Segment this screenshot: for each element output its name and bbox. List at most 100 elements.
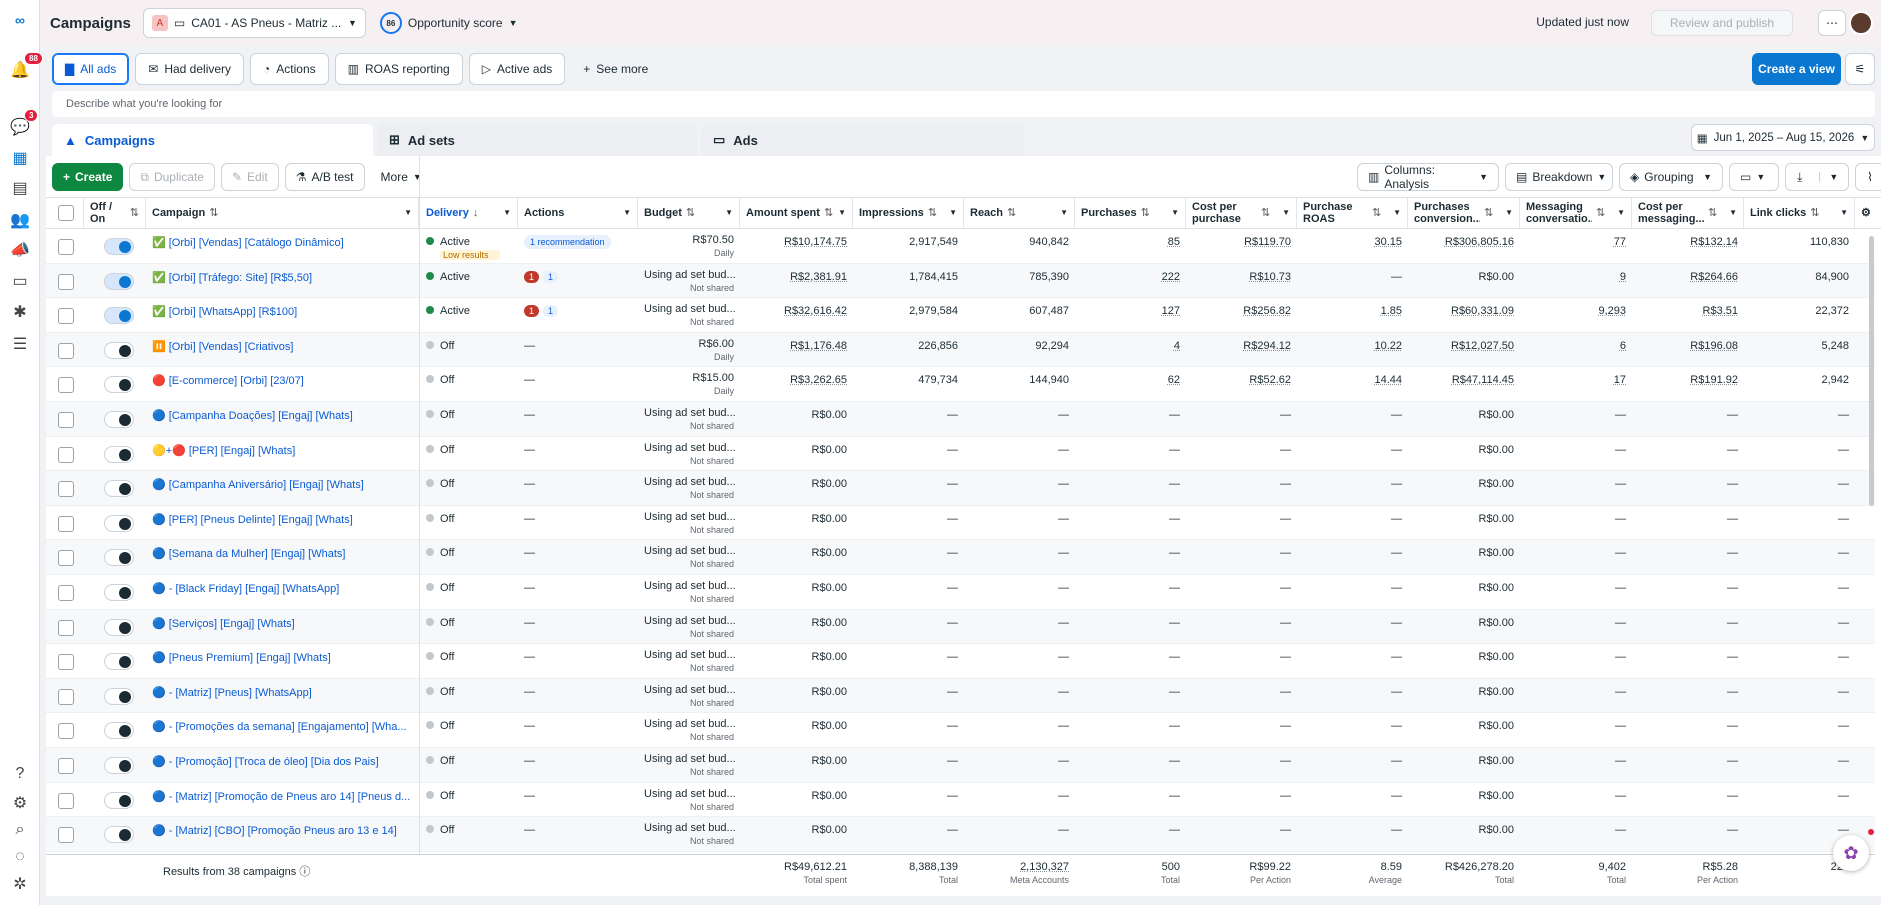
column-header-cpm[interactable]: Cost per messaging... ⇅ ▼ bbox=[1632, 197, 1744, 229]
row-checkbox[interactable] bbox=[58, 343, 74, 359]
campaign-name-link[interactable]: 🔵 [Serviços] [Engaj] [Whats] bbox=[146, 610, 419, 644]
sort-icon[interactable]: ⇅ bbox=[1484, 207, 1493, 219]
column-header-pconv[interactable]: Purchases conversion... ⇅ ▼ bbox=[1408, 197, 1520, 229]
search-icon[interactable]: ⌕ bbox=[8, 818, 32, 842]
row-checkbox[interactable] bbox=[58, 723, 74, 739]
recommendation-badge[interactable]: 1 recommendation bbox=[524, 235, 611, 249]
pages-icon[interactable]: ▤ bbox=[8, 176, 32, 200]
row-checkbox[interactable] bbox=[58, 447, 74, 463]
column-settings[interactable]: ⚙ bbox=[1855, 197, 1881, 229]
campaign-name-link[interactable]: 🔵 - [Matriz] [CBO] [Promoção Pneus aro 1… bbox=[146, 817, 419, 851]
row-checkbox[interactable] bbox=[58, 620, 74, 636]
column-header-delivery[interactable]: Delivery ↓ ▼ bbox=[420, 197, 518, 229]
menu-icon[interactable]: ☰ bbox=[8, 332, 32, 356]
assistant-button[interactable]: ✿ bbox=[1833, 835, 1869, 871]
view-actions[interactable]: ◔ Actions bbox=[250, 53, 329, 85]
column-menu-icon[interactable]: ▼ bbox=[1505, 207, 1513, 219]
sort-icon[interactable]: ⇅ bbox=[1261, 207, 1270, 219]
feedback-icon[interactable]: ◌ bbox=[8, 845, 32, 869]
sort-icon[interactable]: ⇅ bbox=[686, 207, 695, 219]
campaign-name-link[interactable]: 🔵 [Semana da Mulher] [Engaj] [Whats] bbox=[146, 540, 419, 574]
column-menu-icon[interactable]: ▼ bbox=[1171, 207, 1179, 219]
row-checkbox[interactable] bbox=[58, 827, 74, 843]
column-menu-icon[interactable]: ▼ bbox=[1729, 207, 1737, 219]
settings-icon[interactable]: ⚙ bbox=[8, 791, 32, 815]
column-header-campaign[interactable]: Campaign ⇅ ▼ bbox=[146, 197, 419, 229]
campaign-name-link[interactable]: 🔵 [Pneus Premium] [Engaj] [Whats] bbox=[146, 644, 419, 678]
sort-icon[interactable]: ⇅ bbox=[1372, 207, 1381, 219]
filter-settings-button[interactable]: ⚟ bbox=[1845, 53, 1875, 85]
column-menu-icon[interactable]: ▼ bbox=[725, 207, 733, 219]
opportunity-score[interactable]: 86 Opportunity score ▼ bbox=[380, 12, 518, 34]
campaign-name-link[interactable]: 🔵 [Campanha Aniversário] [Engaj] [Whats] bbox=[146, 471, 419, 505]
sort-icon[interactable]: ⇅ bbox=[928, 207, 937, 219]
table-icon[interactable]: ▦ bbox=[8, 146, 32, 170]
campaign-name-link[interactable]: ✅ [Orbi] [Vendas] [Catálogo Dinâmico] bbox=[146, 229, 419, 263]
row-checkbox[interactable] bbox=[58, 689, 74, 705]
campaign-toggle[interactable] bbox=[104, 480, 134, 497]
campaign-name-link[interactable]: ✅ [Orbi] [WhatsApp] [R$100] bbox=[146, 298, 419, 332]
columns-button[interactable]: ▥ Columns: Analysis ▼ bbox=[1357, 163, 1499, 191]
billing-icon[interactable]: ▭ bbox=[8, 269, 32, 293]
account-selector[interactable]: A ▭ CA01 - AS Pneus - Matriz ... ▼ bbox=[143, 8, 366, 38]
chat-icon[interactable]: 💬 3 bbox=[8, 115, 32, 139]
error-badge[interactable]: 1 bbox=[524, 271, 539, 283]
tab-ads[interactable]: ▭ Ads bbox=[701, 124, 1024, 156]
sort-icon[interactable]: ⇅ bbox=[824, 207, 833, 219]
export-button[interactable]: ⤓ ▼ bbox=[1785, 163, 1849, 191]
search-input[interactable]: Describe what you're looking for bbox=[52, 91, 1875, 117]
view-all-ads[interactable]: ▇ All ads bbox=[52, 53, 129, 85]
campaign-toggle[interactable] bbox=[104, 549, 134, 566]
select-all-checkbox[interactable] bbox=[58, 205, 74, 221]
column-header-budget[interactable]: Budget ⇅ ▼ bbox=[638, 197, 740, 229]
row-checkbox[interactable] bbox=[58, 481, 74, 497]
more-actions-button[interactable]: More ▼ bbox=[371, 163, 432, 191]
sort-icon[interactable]: ⇅ bbox=[1141, 207, 1150, 219]
column-header-impr[interactable]: Impressions ⇅ ▼ bbox=[853, 197, 964, 229]
view-active-ads[interactable]: ▷ Active ads bbox=[469, 53, 566, 85]
column-menu-icon[interactable]: ▼ bbox=[838, 207, 846, 219]
info-badge[interactable]: 1 bbox=[543, 305, 558, 317]
row-checkbox[interactable] bbox=[58, 377, 74, 393]
campaign-toggle[interactable] bbox=[104, 273, 134, 290]
tab-ad-sets[interactable]: ⊞ Ad sets bbox=[377, 124, 697, 156]
campaign-name-link[interactable]: 🔵 - [Matriz] [Pneus] [WhatsApp] bbox=[146, 679, 419, 713]
column-menu-icon[interactable]: ▼ bbox=[404, 207, 412, 219]
view-roas-reporting[interactable]: ▥ ROAS reporting bbox=[335, 53, 463, 85]
sort-icon[interactable]: ↓ bbox=[473, 207, 479, 219]
column-header-msg[interactable]: Messaging conversatio... ⇅ ▼ bbox=[1520, 197, 1632, 229]
row-checkbox[interactable] bbox=[58, 654, 74, 670]
duplicate-button[interactable]: ⧉ Duplicate bbox=[129, 163, 215, 191]
column-header-onoff[interactable]: Off / On ⇅ bbox=[84, 197, 146, 229]
row-checkbox[interactable] bbox=[58, 793, 74, 809]
info-badge[interactable]: 1 bbox=[543, 271, 558, 283]
campaign-toggle[interactable] bbox=[104, 722, 134, 739]
campaign-name-link[interactable]: ✅ [Orbi] [Tráfego: Site] [R$5,50] bbox=[146, 264, 419, 298]
campaign-toggle[interactable] bbox=[104, 411, 134, 428]
campaign-toggle[interactable] bbox=[104, 619, 134, 636]
campaign-toggle[interactable] bbox=[104, 688, 134, 705]
campaign-name-link[interactable]: 🔵 - [Matriz] [Promoção de Pneus aro 14] … bbox=[146, 783, 419, 817]
vertical-scrollbar[interactable] bbox=[1869, 236, 1874, 506]
campaign-toggle[interactable] bbox=[104, 792, 134, 809]
sort-icon[interactable]: ⇅ bbox=[1007, 207, 1016, 219]
column-menu-icon[interactable]: ▼ bbox=[1393, 207, 1401, 219]
bug-icon[interactable]: ✲ bbox=[8, 872, 32, 896]
grouping-button[interactable]: ◈ Grouping ▼ bbox=[1619, 163, 1723, 191]
column-header-cpp[interactable]: Cost per purchase ⇅ ▼ bbox=[1186, 197, 1297, 229]
chart-button[interactable]: ⌇ bbox=[1855, 163, 1881, 191]
campaign-name-link[interactable]: 🟡+🔴 [PER] [Engaj] [Whats] bbox=[146, 437, 419, 471]
row-checkbox[interactable] bbox=[58, 412, 74, 428]
column-menu-icon[interactable]: ▼ bbox=[1282, 207, 1290, 219]
column-menu-icon[interactable]: ▼ bbox=[949, 207, 957, 219]
sort-icon[interactable]: ⇅ bbox=[1810, 207, 1819, 219]
campaign-name-link[interactable]: 🔵 - [Promoções da semana] [Engajamento] … bbox=[146, 713, 419, 747]
create-button[interactable]: + Create bbox=[52, 163, 123, 191]
campaign-name-link[interactable]: 🔵 - [Black Friday] [Engaj] [WhatsApp] bbox=[146, 575, 419, 609]
campaign-toggle[interactable] bbox=[104, 584, 134, 601]
sort-icon[interactable]: ⇅ bbox=[130, 207, 139, 219]
sort-icon[interactable]: ⇅ bbox=[209, 207, 218, 219]
column-menu-icon[interactable]: ▼ bbox=[1840, 207, 1848, 219]
campaign-toggle[interactable] bbox=[104, 238, 134, 255]
tab-campaigns[interactable]: ▲ Campaigns bbox=[52, 124, 373, 156]
